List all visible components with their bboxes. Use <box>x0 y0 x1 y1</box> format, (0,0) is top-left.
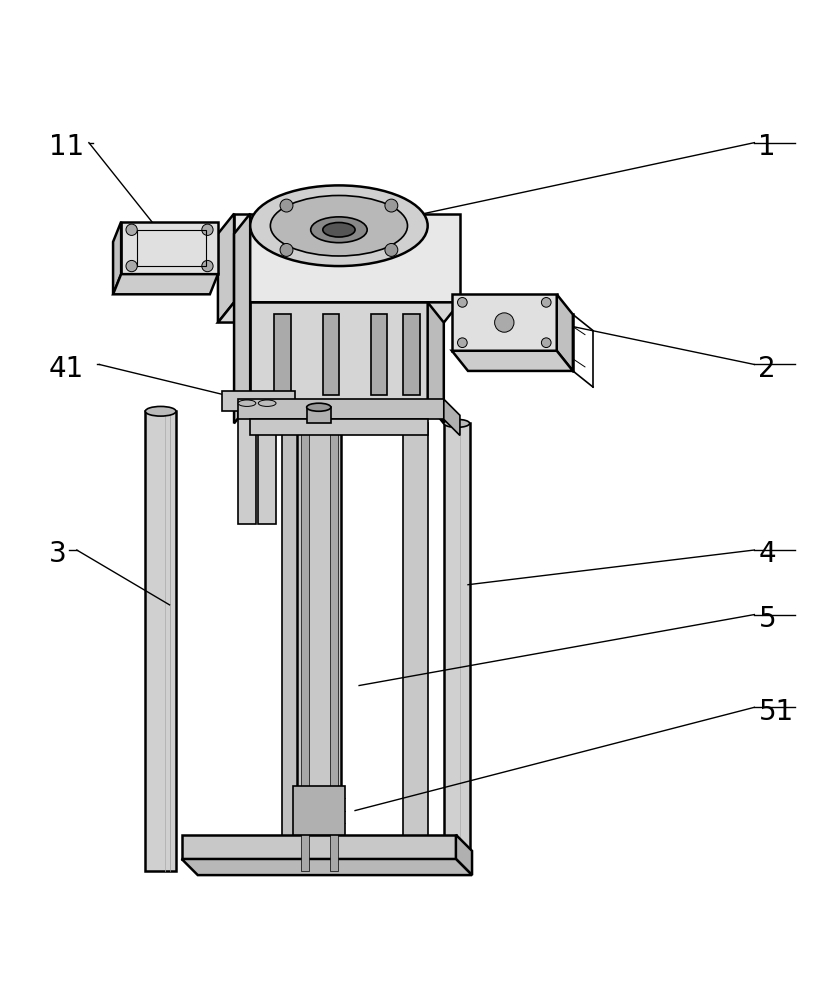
Bar <box>297 407 341 871</box>
Bar <box>306 407 331 423</box>
Polygon shape <box>444 399 460 435</box>
Polygon shape <box>113 274 218 294</box>
Ellipse shape <box>238 400 256 406</box>
Circle shape <box>541 298 551 307</box>
Bar <box>293 786 345 835</box>
Bar <box>403 423 428 871</box>
Polygon shape <box>218 214 234 323</box>
Ellipse shape <box>311 217 368 243</box>
Ellipse shape <box>271 195 408 256</box>
Polygon shape <box>557 294 573 371</box>
Bar <box>145 411 176 871</box>
Polygon shape <box>113 222 121 294</box>
Bar <box>323 314 339 395</box>
Text: 1: 1 <box>759 133 776 161</box>
Polygon shape <box>238 399 444 419</box>
Circle shape <box>457 298 467 307</box>
Polygon shape <box>452 294 557 351</box>
Bar <box>238 403 256 524</box>
Polygon shape <box>222 391 294 411</box>
Bar <box>137 230 206 266</box>
Text: 11: 11 <box>49 133 84 161</box>
Ellipse shape <box>306 403 331 411</box>
Ellipse shape <box>145 406 176 416</box>
Circle shape <box>202 224 213 235</box>
Circle shape <box>457 338 467 348</box>
Ellipse shape <box>250 185 428 266</box>
Polygon shape <box>218 302 460 323</box>
Bar <box>403 314 420 395</box>
Text: 2: 2 <box>759 355 776 383</box>
Bar <box>275 314 290 395</box>
Ellipse shape <box>258 400 276 406</box>
Polygon shape <box>234 214 460 302</box>
Text: 51: 51 <box>759 698 794 726</box>
Circle shape <box>541 338 551 348</box>
Bar <box>444 423 469 871</box>
Bar <box>301 407 309 871</box>
Polygon shape <box>182 835 456 859</box>
Polygon shape <box>182 859 472 875</box>
Polygon shape <box>456 835 472 875</box>
Polygon shape <box>250 302 428 403</box>
Circle shape <box>495 313 514 332</box>
Polygon shape <box>250 419 428 435</box>
Circle shape <box>385 243 398 256</box>
Circle shape <box>385 199 398 212</box>
Text: 3: 3 <box>49 540 66 568</box>
Polygon shape <box>121 222 218 274</box>
Ellipse shape <box>444 419 469 427</box>
Circle shape <box>202 260 213 272</box>
Bar <box>283 431 305 855</box>
Text: 4: 4 <box>759 540 776 568</box>
Circle shape <box>126 260 137 272</box>
Circle shape <box>126 224 137 235</box>
Circle shape <box>280 199 293 212</box>
Text: 41: 41 <box>49 355 84 383</box>
Polygon shape <box>234 214 250 423</box>
Bar <box>371 314 387 395</box>
Circle shape <box>280 243 293 256</box>
Text: 5: 5 <box>759 605 776 633</box>
Bar <box>258 403 276 524</box>
Polygon shape <box>428 302 444 423</box>
Polygon shape <box>452 351 573 371</box>
Bar <box>329 407 337 871</box>
Ellipse shape <box>323 223 355 237</box>
